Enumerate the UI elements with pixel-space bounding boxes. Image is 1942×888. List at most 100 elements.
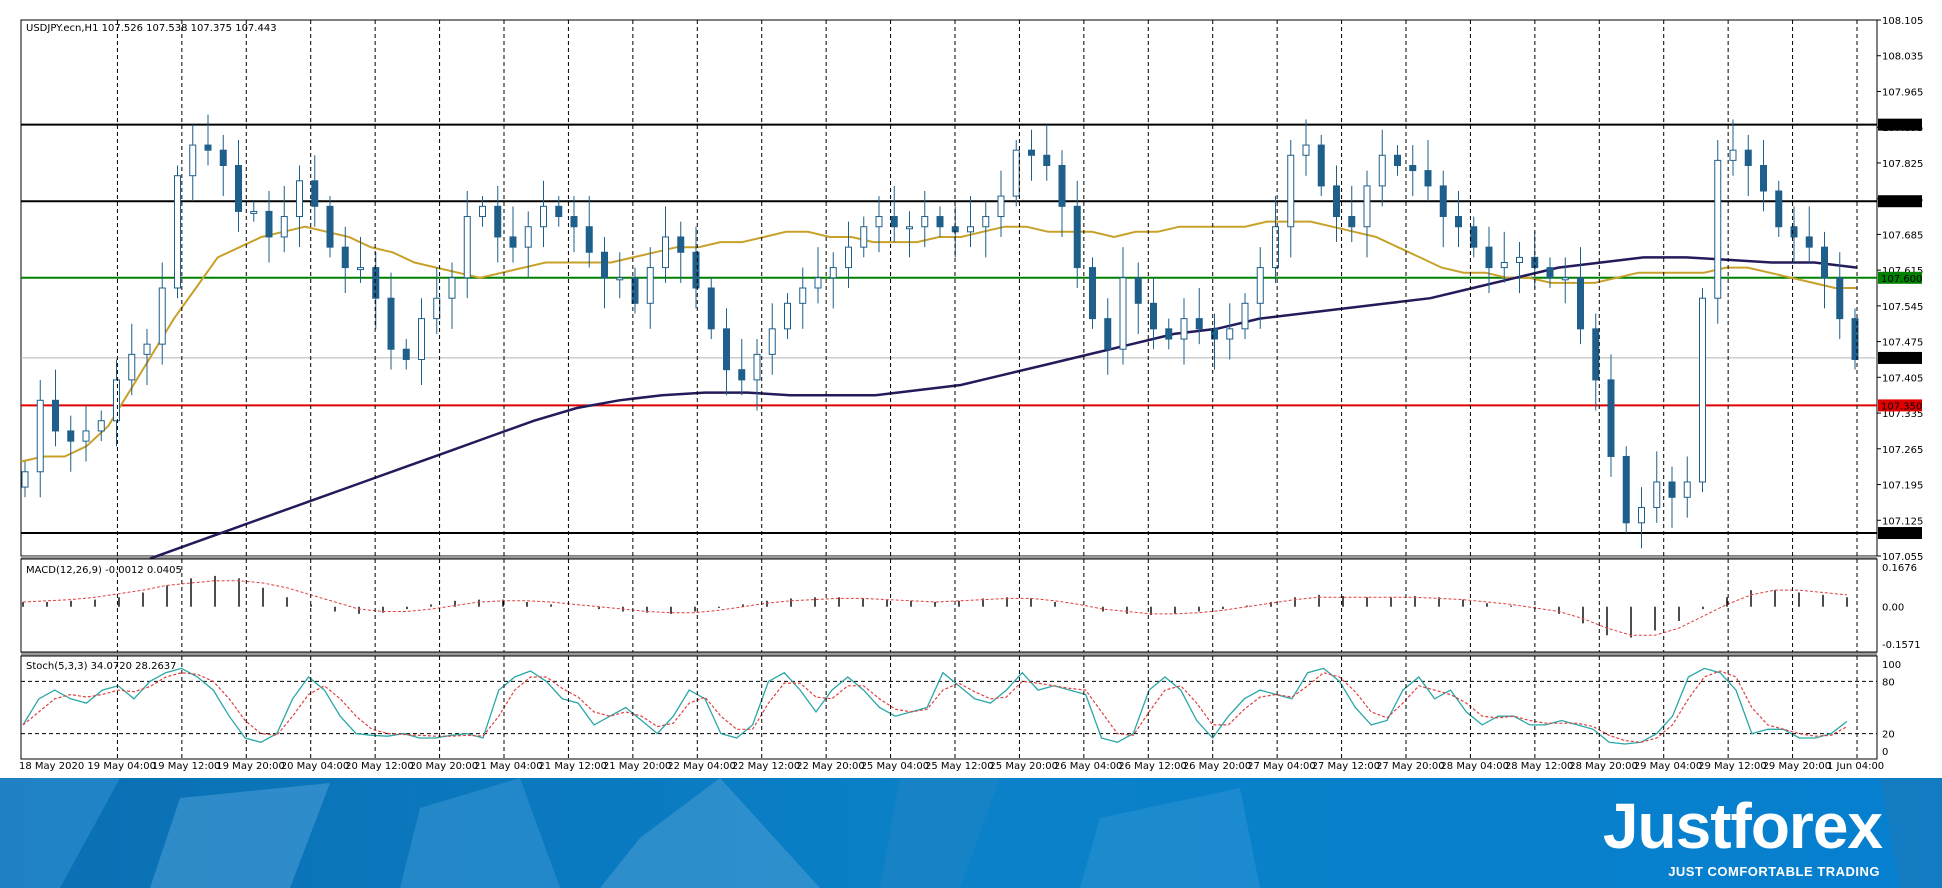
y-tick-label: 107.825 (1882, 159, 1923, 170)
y-tick-label: 108.035 (1882, 52, 1923, 63)
candle-body (875, 216, 883, 228)
brand-logo[interactable]: Justforex (1602, 790, 1883, 862)
candle-body (768, 328, 776, 355)
x-tick-label: 29 May 04:00 (1634, 761, 1703, 772)
level-badge (1878, 195, 1922, 208)
stoch-panel-frame (20, 655, 1878, 760)
candle-body (707, 287, 715, 330)
brand-background (0, 778, 1942, 888)
x-tick-label: 28 May 12:00 (1505, 761, 1574, 772)
candle-body (1272, 226, 1279, 269)
panel-separator (21, 556, 1877, 559)
candle-body (1500, 261, 1508, 269)
y-tick-label: 107.125 (1882, 516, 1923, 527)
x-tick-label: 27 May 20:00 (1376, 761, 1445, 772)
candle-body (829, 267, 837, 279)
candle-body (402, 348, 410, 360)
level-badge-label: 107.350 (1881, 401, 1922, 412)
x-tick-label: 20 May 12:00 (345, 761, 414, 772)
candle-body (601, 251, 608, 279)
level-badge-label: 107.600 (1881, 274, 1922, 285)
candle-body (921, 216, 929, 228)
y-tick-label: 107.405 (1882, 373, 1923, 384)
candle-body (967, 226, 974, 233)
candle-body (36, 399, 44, 473)
symbol-header: USDJPY.ecn,H1 107.526 107.538 107.375 10… (26, 23, 277, 34)
x-tick-label: 25 May 04:00 (861, 761, 930, 772)
x-tick-label: 19 May 20:00 (216, 761, 285, 772)
candle-body (1699, 297, 1706, 483)
candle-body (1180, 318, 1188, 340)
candle-body (1546, 267, 1554, 279)
y-tick-label: 108.105 (1882, 16, 1923, 27)
candle-body (418, 318, 425, 360)
candle-body (1485, 246, 1493, 269)
candle-body (1150, 302, 1157, 330)
candle-body (1409, 164, 1417, 172)
level-badge (1878, 271, 1922, 284)
candle-body (1653, 481, 1661, 509)
level-badge (1878, 527, 1922, 540)
candle-body (1607, 379, 1615, 457)
candle-body (1592, 328, 1600, 381)
candle-body (1134, 277, 1142, 304)
x-tick-label: 19 May 12:00 (152, 761, 221, 772)
current-price-label: 107.443 (1881, 354, 1922, 365)
candle-body (21, 471, 29, 488)
candle-body (677, 236, 685, 253)
candle-body (52, 399, 59, 432)
x-tick-label: 22 May 12:00 (732, 761, 801, 772)
candle-body (158, 287, 166, 345)
x-tick-label: 26 May 04:00 (1054, 761, 1123, 772)
candle-body (570, 216, 578, 228)
stoch-y-tick: 0 (1882, 747, 1888, 758)
candle-body (128, 353, 136, 381)
candle-body (372, 267, 380, 299)
candle-body (97, 420, 105, 432)
candle-body (296, 180, 303, 218)
candle-body (723, 328, 730, 371)
y-tick-label: 107.265 (1882, 445, 1923, 456)
macd-y-tick: 0.1676 (1882, 563, 1917, 574)
candle-body (1714, 159, 1722, 299)
candle-body (890, 216, 898, 228)
candle-body (1683, 481, 1691, 498)
x-tick-label: 29 May 12:00 (1698, 761, 1767, 772)
candle-body (311, 180, 319, 207)
candle-body (1790, 226, 1798, 238)
candle-body (1760, 164, 1767, 192)
y-tick-label: 107.545 (1882, 302, 1923, 313)
candle-body (1317, 144, 1325, 187)
level-badge (1878, 118, 1922, 131)
candle-body (326, 205, 334, 248)
y-tick-label: 107.615 (1882, 266, 1923, 277)
candle-body (1424, 170, 1432, 187)
stoch-d-line (22, 670, 1848, 743)
candle-body (814, 277, 822, 289)
candle-body (997, 195, 1005, 218)
candle-body (845, 246, 852, 269)
x-tick-label: 20 May 04:00 (281, 761, 350, 772)
y-tick-label: 107.475 (1882, 338, 1923, 349)
candle-body (1729, 149, 1737, 161)
level-badge (1878, 399, 1922, 412)
candle-body (860, 226, 868, 248)
candle-body (1028, 149, 1035, 156)
macd-header: MACD(12,26,9) -0.0012 0.0405 (26, 565, 182, 576)
x-tick-label: 29 May 20:00 (1763, 761, 1832, 772)
candle-body (82, 430, 90, 442)
x-tick-label: 21 May 04:00 (474, 761, 543, 772)
panel-separator (21, 652, 1877, 656)
candle-body (631, 277, 639, 304)
x-tick-label: 20 May 20:00 (410, 761, 479, 772)
candle-body (174, 175, 181, 289)
chart-svg: 108.105108.035107.965107.895107.825107.7… (19, 16, 1924, 772)
current-price-badge (1878, 351, 1922, 364)
candle-body (357, 267, 364, 271)
brand-tagline: JUST COMFORTABLE TRADING (1668, 864, 1880, 879)
stoch-header: Stoch(5,3,3) 34.0720 28.2637 (26, 661, 177, 672)
candle-body (616, 277, 624, 281)
x-tick-label: 22 May 04:00 (667, 761, 736, 772)
x-tick-label: 25 May 20:00 (989, 761, 1058, 772)
x-tick-label: 28 May 04:00 (1440, 761, 1509, 772)
